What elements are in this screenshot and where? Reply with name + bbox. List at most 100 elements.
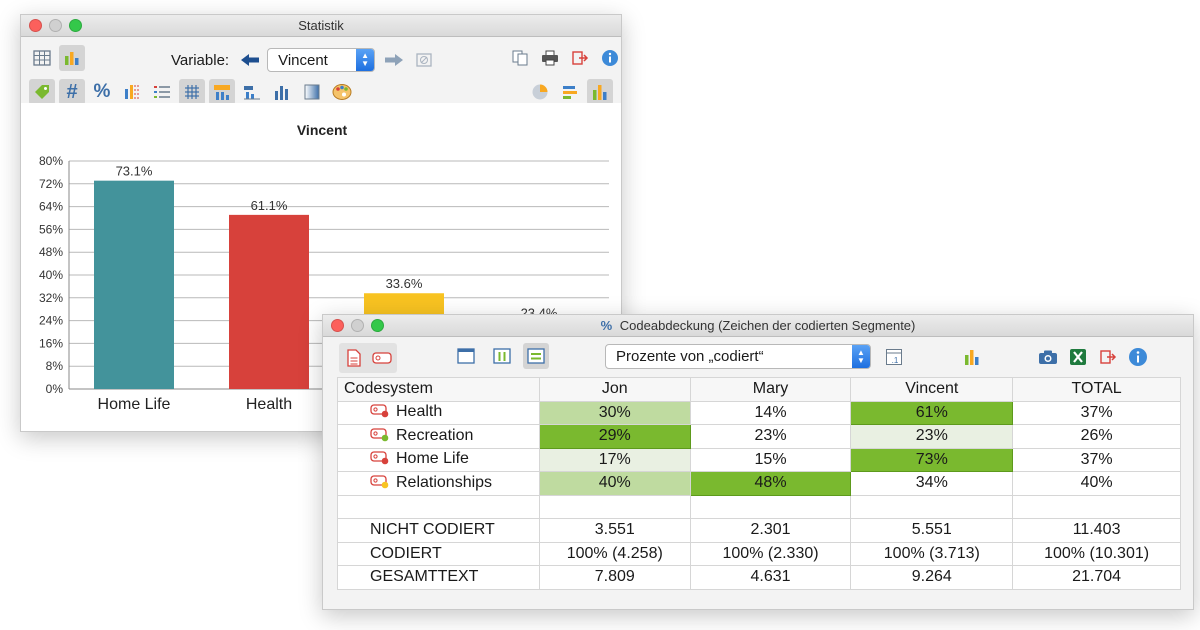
copy-icon[interactable] (507, 45, 533, 71)
bar-value-label: 33.6% (386, 276, 423, 291)
layout-top-icon[interactable] (453, 343, 479, 369)
coverage-window-title: Codeabdeckung (Zeichen der codierten Seg… (619, 318, 916, 333)
cell-value: 40% (1012, 471, 1181, 496)
svg-text:.1: .1 (892, 356, 899, 365)
cell-value: 5.551 (850, 518, 1014, 543)
cell-value: 48% (689, 471, 852, 496)
table-row-nicht-codiert: NICHT CODIERT 3.551 2.301 5.551 11.403 (337, 518, 1181, 543)
x-category-label: Health (246, 396, 292, 413)
bar-value-label: 73.1% (116, 164, 153, 179)
table-row-gesamttext: GESAMTTEXT 7.809 4.631 9.264 21.704 (337, 565, 1181, 590)
document-icon[interactable] (341, 345, 367, 371)
table-row-health[interactable]: Health 30% 14% 61% 37% (337, 400, 1181, 425)
minimize-window-button[interactable] (49, 19, 62, 32)
list-icon[interactable] (149, 79, 175, 105)
table-row-home-life[interactable]: Home Life 17% 15% 73% 37% (337, 447, 1181, 472)
cell-value: 37% (1012, 400, 1181, 425)
table-row-codiert: CODIERT 100% (4.258) 100% (2.330) 100% (… (337, 541, 1181, 566)
bar-chart: Vincent 0%8%16%24%32%40%48%56%64%72%80% … (39, 122, 609, 413)
grid-lines-icon[interactable] (179, 79, 205, 105)
percentage-basis-select[interactable]: Prozente von „codiert“ ▲ ▼ (605, 344, 871, 369)
cell-value: 100% (2.330) (689, 541, 852, 566)
chart-area: Vincent 0% 8% 16% 24% 32% 40% 48% 56% 64% 72% 80% … (21, 103, 621, 431)
column-header-vincent[interactable]: Vincent (850, 377, 1014, 402)
excel-export-icon[interactable] (1065, 344, 1091, 370)
code-name: Home Life (396, 450, 469, 468)
bar[interactable] (229, 214, 309, 389)
cell-value: 2.301 (689, 518, 852, 543)
select-stepper-icon: ▲ ▼ (852, 345, 870, 368)
y-tick-label: 48% (39, 245, 63, 259)
column-chart-settings-icon[interactable] (119, 79, 145, 105)
column-header-codesystem[interactable]: Codesystem (337, 377, 540, 402)
cell-value: 11.403 (1012, 518, 1181, 543)
chart-view-icon[interactable] (59, 45, 85, 71)
info-icon[interactable] (597, 45, 623, 71)
cell-value: 9.264 (850, 565, 1014, 590)
camera-icon[interactable] (1035, 344, 1061, 370)
x-category-label: Home Life (98, 396, 171, 413)
column-header-total[interactable]: TOTAL (1012, 377, 1181, 402)
statistik-window-title: Statistik (298, 18, 344, 33)
layout-rows-icon[interactable] (523, 343, 549, 369)
cell-value: 100% (10.301) (1012, 541, 1181, 566)
cell-value: 3.551 (538, 518, 691, 543)
gradient-icon[interactable] (299, 79, 325, 105)
variable-select-value: Vincent (278, 51, 328, 69)
tag-label-icon[interactable] (29, 79, 55, 105)
code-tag-icon[interactable] (369, 345, 395, 371)
close-window-button[interactable] (29, 19, 42, 32)
y-tick-label: 0% (46, 382, 64, 396)
previous-variable-arrow-icon[interactable] (237, 47, 263, 73)
zoom-window-button[interactable] (371, 319, 384, 332)
coverage-window: % Codeabdeckung (Zeichen der codierten S… (322, 314, 1194, 610)
cell-value: 100% (4.258) (538, 541, 691, 566)
next-variable-arrow-icon[interactable] (381, 47, 407, 73)
cell-value: 100% (3.713) (850, 541, 1014, 566)
export-icon[interactable] (567, 45, 593, 71)
table-row-recreation[interactable]: Recreation 29% 23% 23% 26% (337, 424, 1181, 449)
info-icon[interactable] (1125, 344, 1151, 370)
chart-icon[interactable] (959, 344, 985, 370)
export-icon[interactable] (1095, 344, 1121, 370)
clear-filter-icon[interactable] (411, 47, 437, 73)
table-view-icon[interactable] (29, 45, 55, 71)
code-name: Relationships (396, 473, 493, 491)
coverage-table: Codesystem Jon Mary Vincent TOTAL Health… (337, 377, 1181, 590)
bar[interactable] (94, 180, 174, 389)
vertical-bar-chart-icon[interactable] (587, 79, 613, 105)
cell-value: 7.809 (538, 565, 691, 590)
layout-columns-icon[interactable] (489, 343, 515, 369)
summary-label: CODIERT (337, 541, 540, 566)
column-header-mary[interactable]: Mary (689, 377, 852, 402)
cell-value: 73% (850, 447, 1014, 472)
axis-titles-icon[interactable] (239, 79, 265, 105)
cell-value: 30% (538, 400, 691, 425)
table-spacer-row (337, 494, 1181, 519)
cell-value: 17% (538, 447, 691, 472)
color-palette-icon[interactable] (329, 79, 355, 105)
print-icon[interactable] (537, 45, 563, 71)
table-header-row: Codesystem Jon Mary Vincent TOTAL (337, 377, 1181, 402)
variable-select[interactable]: Vincent ▲ ▼ (267, 48, 376, 72)
bar-chart-icon[interactable] (269, 79, 295, 105)
chart-title: Vincent (297, 122, 348, 138)
code-name: Recreation (396, 426, 474, 444)
cell-value: 26% (1012, 424, 1181, 449)
percent-values-icon[interactable]: % (93, 81, 111, 102)
absolute-values-icon[interactable]: # (59, 79, 85, 105)
bar-value-label: 61.1% (251, 198, 288, 213)
value-labels-icon[interactable] (209, 79, 235, 105)
close-window-button[interactable] (331, 319, 344, 332)
zoom-window-button[interactable] (69, 19, 82, 32)
table-row-relationships[interactable]: Relationships 40% 48% 34% 40% (337, 471, 1181, 496)
decimal-places-icon[interactable]: .1 (881, 344, 907, 370)
y-tick-label: 32% (39, 291, 63, 305)
column-header-jon[interactable]: Jon (538, 377, 691, 402)
percentage-basis-value: Prozente von „codiert“ (616, 348, 764, 365)
horizontal-bar-chart-icon[interactable] (557, 79, 583, 105)
code-icon (370, 473, 390, 494)
cell-value: 40% (538, 471, 691, 496)
minimize-window-button[interactable] (351, 319, 364, 332)
pie-chart-icon[interactable] (527, 79, 553, 105)
